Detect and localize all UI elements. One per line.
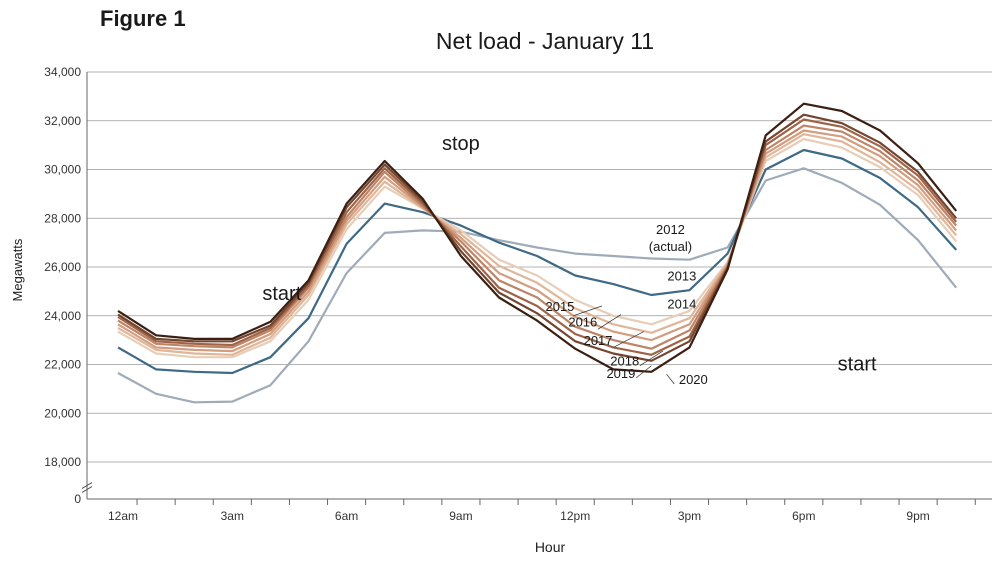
- x-axis-label: Hour: [535, 539, 566, 555]
- figure-label: Figure 1: [100, 6, 186, 31]
- x-tick-label: 9am: [449, 509, 472, 523]
- series-label: 2012: [656, 222, 685, 237]
- axis-break-mark: [81, 482, 93, 489]
- series-line: [117, 124, 958, 350]
- series-label: 2016: [568, 315, 597, 330]
- series-label: 2019: [606, 366, 635, 381]
- x-tick-label: 12pm: [560, 509, 590, 523]
- y-tick-label: 28,000: [44, 211, 81, 225]
- y-tick-label: 18,000: [44, 455, 81, 469]
- series-label: (actual): [649, 239, 692, 254]
- leader-line: [573, 305, 602, 317]
- annotations: startstopstartstop2012(actual)2013201420…: [262, 133, 877, 387]
- series-line: [117, 113, 958, 362]
- leader-line: [639, 350, 664, 367]
- leader-line: [666, 374, 675, 385]
- x-tick-label: 3pm: [678, 509, 701, 523]
- series-label: 2014: [667, 296, 696, 311]
- y-tick-label: 20,000: [44, 406, 81, 420]
- series-line: [117, 148, 958, 375]
- series-label: 2015: [545, 299, 574, 314]
- x-tick-label: 9pm: [906, 509, 929, 523]
- y-tick-label: 24,000: [44, 309, 81, 323]
- series-line: [117, 118, 958, 356]
- series-label: 2018: [610, 354, 639, 369]
- y-axis-label: Megawatts: [10, 238, 25, 301]
- y-tick-label: 0: [74, 492, 81, 506]
- leader-line: [613, 331, 644, 348]
- series-line: [117, 167, 958, 404]
- axis-break-mark: [81, 486, 93, 493]
- axes: 0 18,000 20,000 22,000 24,000 26,000 28,000 30,…: [44, 65, 992, 523]
- leader-line: [597, 314, 622, 330]
- series-label: 2020: [679, 372, 708, 387]
- y-tick-label: 32,000: [44, 114, 81, 128]
- series-lines: [117, 102, 958, 404]
- y-tick-label: 34,000: [44, 65, 81, 79]
- x-tick-label: 12am: [108, 509, 138, 523]
- series-line: [117, 137, 958, 359]
- x-tick-label: 6am: [335, 509, 358, 523]
- series-label: 2017: [584, 333, 613, 348]
- leader-line: [635, 365, 652, 379]
- series-line: [117, 133, 958, 356]
- chart-title: Net load - January 11: [435, 28, 655, 54]
- series-label: 2013: [667, 268, 696, 283]
- series-line: [117, 129, 958, 353]
- annotation-label: start: [838, 354, 877, 376]
- x-tick-label: 3am: [221, 509, 244, 523]
- y-tick-label: 22,000: [44, 358, 81, 372]
- annotation-label: stop: [442, 133, 480, 155]
- y-tick-label: 30,000: [44, 163, 81, 177]
- y-tick-label: 26,000: [44, 260, 81, 274]
- x-tick-label: 6pm: [792, 509, 815, 523]
- series-line: [117, 102, 958, 373]
- gridlines: [87, 71, 992, 463]
- annotation-label: start: [262, 283, 301, 305]
